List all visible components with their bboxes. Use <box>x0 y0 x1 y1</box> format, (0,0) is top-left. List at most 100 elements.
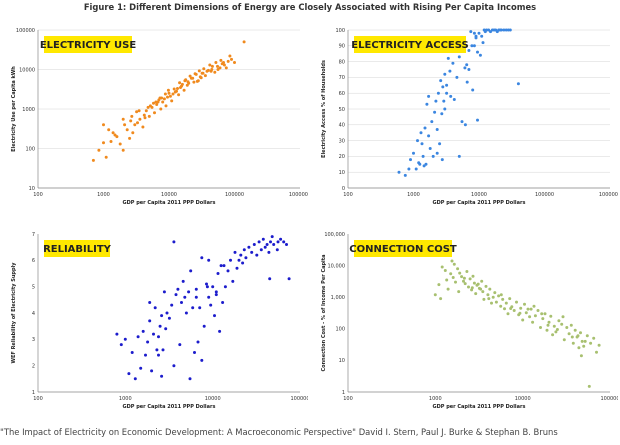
data-point <box>425 102 429 106</box>
y-tick-label: 1 <box>342 390 345 396</box>
data-point <box>162 97 166 101</box>
x-tick-label: 100000 <box>290 396 308 402</box>
data-point <box>218 329 222 333</box>
data-point <box>570 335 574 339</box>
data-point <box>200 358 204 362</box>
data-point <box>107 128 111 132</box>
y-tick-label: 90 <box>339 44 345 50</box>
data-point <box>133 123 137 127</box>
data-point <box>109 140 113 143</box>
data-point <box>463 282 467 286</box>
x-tick-label: 100 <box>343 192 353 198</box>
data-point <box>468 277 472 281</box>
data-point <box>282 240 286 244</box>
data-point <box>200 71 204 75</box>
data-point <box>523 302 526 306</box>
data-point <box>157 353 160 357</box>
y-axis-label: WEF Reliability of Electricity Supply <box>11 262 17 364</box>
data-point <box>209 303 213 307</box>
gridlines <box>348 29 610 189</box>
data-point <box>508 28 512 32</box>
data-point <box>216 64 219 68</box>
data-point <box>209 69 213 73</box>
data-point <box>482 297 486 301</box>
data-point <box>182 88 186 92</box>
data-point <box>214 61 218 64</box>
data-point <box>499 293 503 297</box>
data-point <box>445 83 449 87</box>
data-point <box>267 250 271 254</box>
data-point <box>115 135 119 139</box>
data-point <box>460 275 464 279</box>
y-tick-label: 10 <box>339 170 345 176</box>
data-point <box>137 109 141 113</box>
x-tick-label: 10000 <box>161 192 177 198</box>
data-point <box>480 34 484 38</box>
data-point <box>146 340 150 344</box>
data-point <box>547 320 551 324</box>
data-point <box>467 49 471 52</box>
data-point <box>160 96 164 100</box>
data-point <box>521 318 525 322</box>
data-point <box>595 350 598 354</box>
data-point <box>191 306 195 310</box>
data-point <box>439 79 443 83</box>
data-point <box>443 269 447 272</box>
data-point <box>178 343 182 347</box>
data-point <box>159 107 163 111</box>
data-point <box>541 317 545 321</box>
data-point <box>242 40 246 44</box>
data-point <box>97 148 101 152</box>
y-tick-label: 7 <box>32 232 35 238</box>
data-point <box>472 281 476 285</box>
data-point <box>275 248 279 252</box>
data-point <box>583 339 587 343</box>
data-point <box>207 295 211 299</box>
data-point <box>457 154 461 158</box>
data-point <box>205 285 209 289</box>
data-point <box>233 61 236 64</box>
data-point <box>272 243 276 246</box>
data-point <box>472 44 476 48</box>
data-point <box>187 290 191 294</box>
data-point <box>250 250 254 254</box>
data-point <box>567 332 571 336</box>
x-tick-label: 100 <box>33 396 43 402</box>
data-point <box>435 128 439 131</box>
data-point <box>161 100 165 104</box>
data-point <box>192 80 196 84</box>
data-point <box>457 55 461 59</box>
data-point <box>439 297 443 301</box>
data-point <box>218 66 222 70</box>
data-point <box>457 290 461 294</box>
chart-badge-title: CONNECTION COST <box>349 244 457 255</box>
data-point <box>229 258 232 262</box>
data-point <box>226 59 230 63</box>
data-point <box>499 304 503 308</box>
data-point <box>474 34 478 38</box>
data-point <box>427 134 431 138</box>
data-point <box>418 162 422 166</box>
x-axis-label: GDP per Capita 2011 PPP Dollars <box>433 404 526 410</box>
data-point <box>156 100 160 104</box>
data-point <box>476 282 480 286</box>
data-point <box>471 274 475 278</box>
data-point <box>597 343 601 347</box>
data-point <box>470 44 474 48</box>
data-point <box>202 324 206 328</box>
data-point <box>214 293 218 297</box>
data-point <box>449 272 453 276</box>
data-point <box>509 307 513 310</box>
badge-background <box>44 36 132 53</box>
data-point <box>224 66 228 70</box>
data-point <box>213 70 217 74</box>
data-point <box>189 269 193 273</box>
data-point <box>115 332 119 336</box>
data-point <box>228 54 232 58</box>
data-point <box>419 131 423 135</box>
data-point <box>167 91 171 95</box>
data-point <box>195 79 199 83</box>
data-point <box>178 81 182 85</box>
data-point <box>460 120 464 124</box>
chart-badge-title: RELIABILITY <box>43 244 112 255</box>
